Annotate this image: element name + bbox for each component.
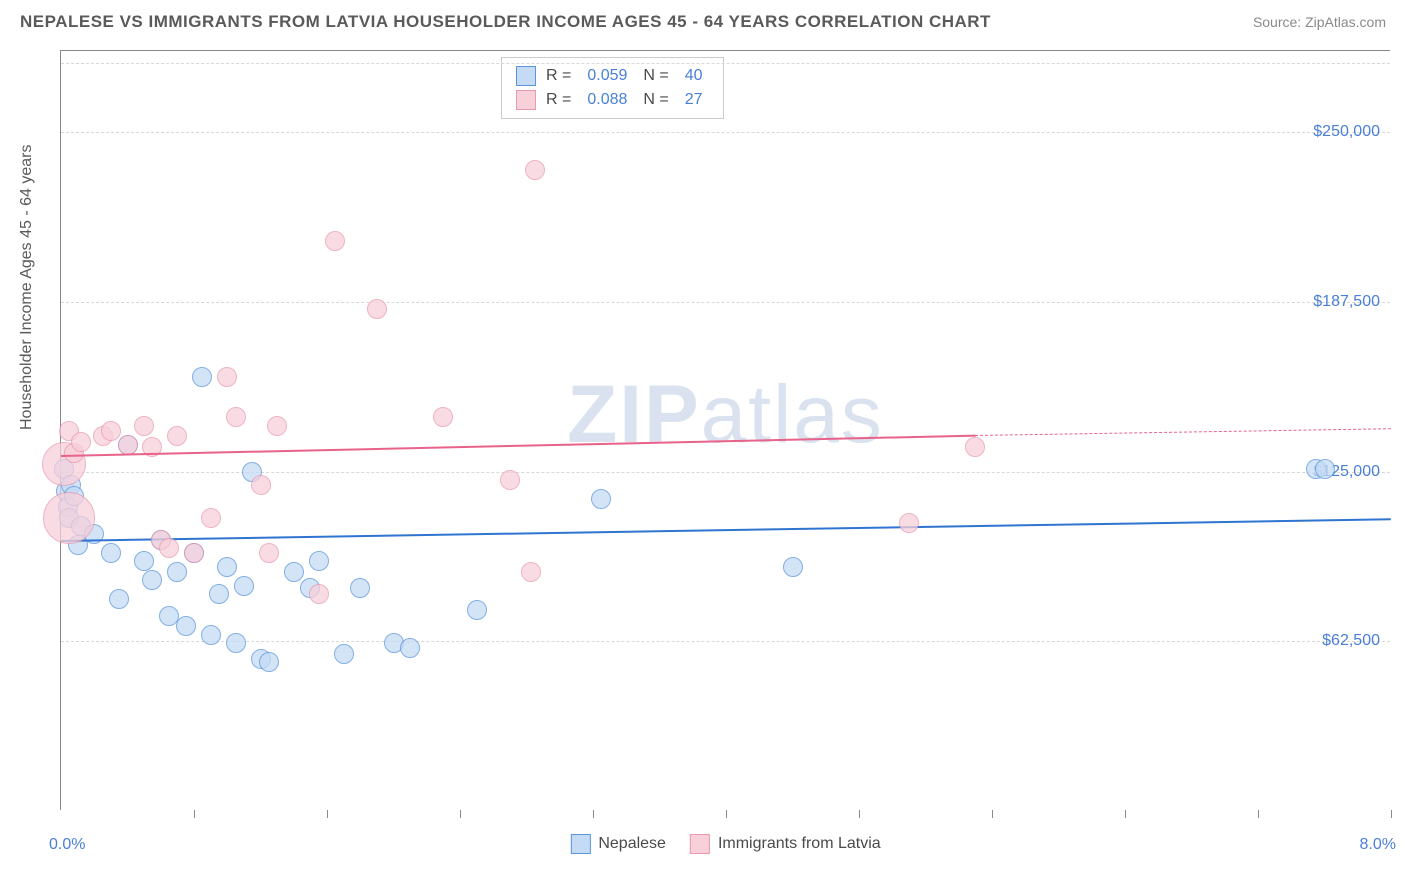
- data-point: [142, 570, 162, 590]
- data-point: [167, 426, 187, 446]
- x-tick: [194, 810, 195, 818]
- data-point: [334, 644, 354, 664]
- data-point: [965, 437, 985, 457]
- data-point: [201, 508, 221, 528]
- n-label: N =: [643, 91, 668, 109]
- legend-item: Immigrants from Latvia: [690, 834, 881, 854]
- data-point: [109, 589, 129, 609]
- data-point: [134, 416, 154, 436]
- data-point: [783, 557, 803, 577]
- data-point: [234, 576, 254, 596]
- x-axis-max-label: 8.0%: [1360, 836, 1396, 854]
- data-point: [591, 489, 611, 509]
- data-point: [184, 543, 204, 563]
- data-point: [309, 584, 329, 604]
- legend-label: Immigrants from Latvia: [718, 835, 881, 853]
- data-point: [259, 652, 279, 672]
- data-point: [159, 538, 179, 558]
- x-axis-min-label: 0.0%: [49, 836, 85, 854]
- legend-swatch-latvia: [690, 834, 710, 854]
- chart-title: NEPALESE VS IMMIGRANTS FROM LATVIA HOUSE…: [20, 12, 991, 32]
- data-point: [101, 421, 121, 441]
- legend-row: R = 0.088 N = 27: [516, 88, 709, 112]
- data-point: [118, 435, 138, 455]
- x-tick: [593, 810, 594, 818]
- chart-source: Source: ZipAtlas.com: [1253, 14, 1386, 30]
- data-point: [309, 551, 329, 571]
- trend-line: [975, 428, 1391, 436]
- watermark-light: atlas: [701, 369, 884, 460]
- r-value: 0.059: [587, 67, 627, 85]
- data-point: [1315, 459, 1335, 479]
- data-point: [433, 407, 453, 427]
- data-point: [350, 578, 370, 598]
- gridline: [61, 132, 1390, 133]
- y-tick-label: $187,500: [1313, 293, 1380, 311]
- data-point: [400, 638, 420, 658]
- r-value: 0.088: [587, 91, 627, 109]
- gridline: [61, 63, 1390, 64]
- data-point: [525, 160, 545, 180]
- data-point: [899, 513, 919, 533]
- x-tick: [859, 810, 860, 818]
- data-point: [101, 543, 121, 563]
- watermark: ZIPatlas: [567, 368, 884, 462]
- x-tick: [327, 810, 328, 818]
- legend-label: Nepalese: [598, 835, 666, 853]
- data-point: [167, 562, 187, 582]
- data-point: [217, 367, 237, 387]
- data-point: [134, 551, 154, 571]
- y-tick-label: $62,500: [1322, 632, 1380, 650]
- y-axis-label: Householder Income Ages 45 - 64 years: [18, 145, 36, 431]
- data-point: [259, 543, 279, 563]
- correlation-legend: R = 0.059 N = 40 R = 0.088 N = 27: [501, 57, 724, 119]
- data-point: [251, 475, 271, 495]
- data-point: [284, 562, 304, 582]
- gridline: [61, 641, 1390, 642]
- data-point: [209, 584, 229, 604]
- trend-line: [61, 518, 1391, 542]
- n-value: 27: [685, 91, 703, 109]
- data-point: [192, 367, 212, 387]
- gridline: [61, 302, 1390, 303]
- watermark-bold: ZIP: [567, 369, 701, 460]
- data-point: [325, 231, 345, 251]
- r-label: R =: [546, 67, 571, 85]
- x-tick: [1391, 810, 1392, 818]
- chart-header: NEPALESE VS IMMIGRANTS FROM LATVIA HOUSE…: [0, 0, 1406, 42]
- data-point: [467, 600, 487, 620]
- x-tick: [1258, 810, 1259, 818]
- data-point: [217, 557, 237, 577]
- n-value: 40: [685, 67, 703, 85]
- trend-line: [61, 435, 975, 457]
- data-point: [176, 616, 196, 636]
- data-point: [201, 625, 221, 645]
- legend-swatch-nepalese: [570, 834, 590, 854]
- n-label: N =: [643, 67, 668, 85]
- data-point: [267, 416, 287, 436]
- legend-row: R = 0.059 N = 40: [516, 64, 709, 88]
- legend-swatch-latvia: [516, 90, 536, 110]
- legend-swatch-nepalese: [516, 66, 536, 86]
- x-tick: [460, 810, 461, 818]
- data-point: [71, 432, 91, 452]
- scatter-chart: ZIPatlas R = 0.059 N = 40 R = 0.088 N = …: [60, 50, 1390, 810]
- x-tick: [726, 810, 727, 818]
- x-tick: [1125, 810, 1126, 818]
- r-label: R =: [546, 91, 571, 109]
- data-point: [226, 633, 246, 653]
- series-legend: Nepalese Immigrants from Latvia: [570, 834, 880, 854]
- data-point: [43, 492, 95, 544]
- data-point: [500, 470, 520, 490]
- legend-item: Nepalese: [570, 834, 666, 854]
- data-point: [367, 299, 387, 319]
- y-tick-label: $250,000: [1313, 123, 1380, 141]
- data-point: [521, 562, 541, 582]
- x-tick: [992, 810, 993, 818]
- data-point: [226, 407, 246, 427]
